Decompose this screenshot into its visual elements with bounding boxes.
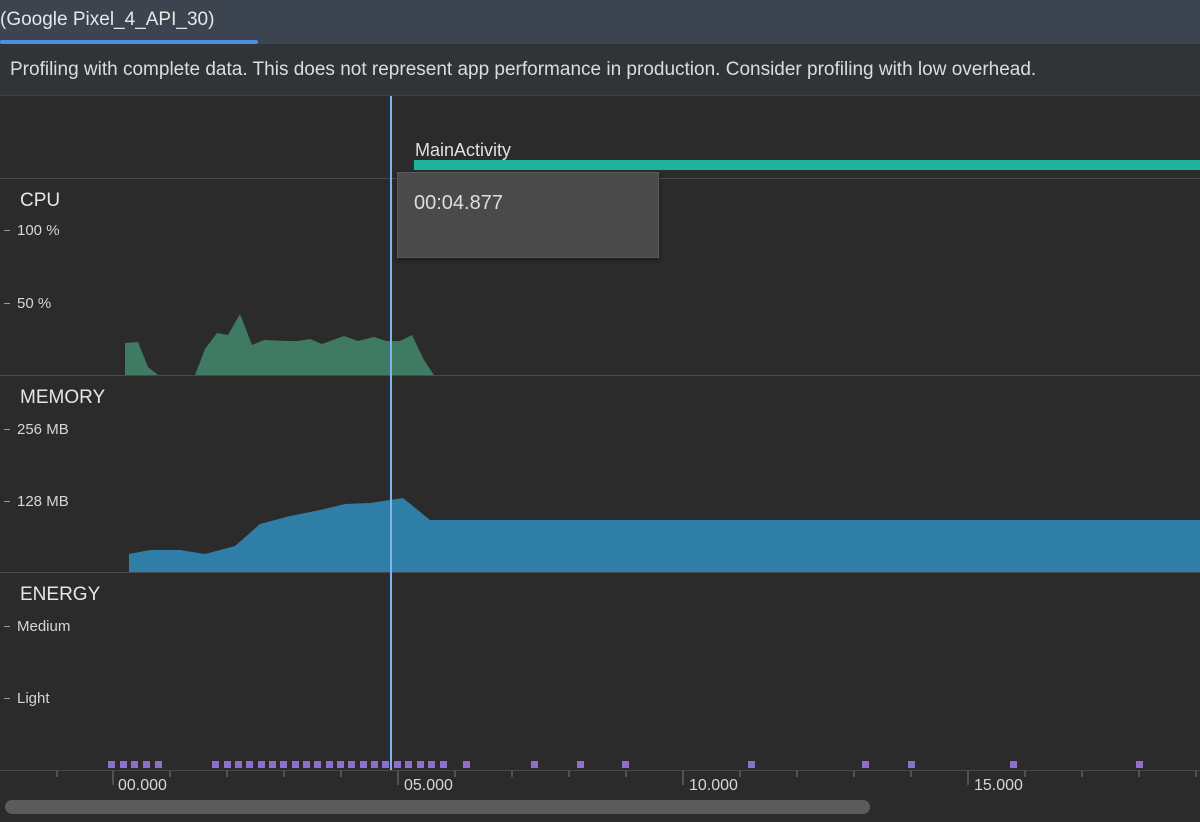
scrollbar-thumb[interactable]: [5, 800, 870, 814]
energy-event-marker: [224, 761, 231, 768]
activity-events-lane: MainActivity: [0, 96, 1200, 178]
energy-event-marker: [382, 761, 389, 768]
device-tab-bar: (Google Pixel_4_API_30): [0, 0, 1200, 44]
energy-event-marker: [348, 761, 355, 768]
energy-event-marker: [269, 761, 276, 768]
energy-event-marker: [235, 761, 242, 768]
cpu-axis-mid-label: 50 %: [17, 295, 52, 312]
axis-tick: [4, 429, 10, 430]
axis-tick: [4, 626, 10, 627]
energy-event-marker: [622, 761, 629, 768]
time-label-0: 00.000: [118, 777, 167, 794]
memory-usage-area: [129, 498, 1200, 572]
energy-event-marker: [531, 761, 538, 768]
axis-tick: [4, 698, 10, 699]
timeline-cursor[interactable]: [390, 96, 392, 770]
separator: [0, 375, 1200, 376]
energy-event-marker: [155, 761, 162, 768]
memory-title: MEMORY: [20, 387, 106, 408]
time-label-15: 15.000: [974, 777, 1023, 794]
memory-axis-max-label: 256 MB: [17, 421, 69, 438]
memory-usage-graph: [129, 498, 1200, 572]
cpu-usage-area: [125, 314, 434, 375]
profiling-mode-banner: Profiling with complete data. This does …: [0, 44, 1200, 96]
energy-event-marker: [1136, 761, 1143, 768]
energy-event-marker: [337, 761, 344, 768]
activity-bar[interactable]: [414, 160, 1200, 170]
energy-event-marker: [440, 761, 447, 768]
tooltip-time: 00:04.877: [414, 192, 503, 214]
device-tab[interactable]: (Google Pixel_4_API_30): [0, 9, 215, 30]
energy-event-marker: [212, 761, 219, 768]
time-label-10: 10.000: [689, 777, 738, 794]
energy-event-marker: [314, 761, 321, 768]
energy-event-marker: [862, 761, 869, 768]
energy-event-marker: [417, 761, 424, 768]
timestamp-tooltip: 00:04.877: [397, 172, 659, 258]
energy-event-marker: [258, 761, 265, 768]
energy-event-marker: [292, 761, 299, 768]
energy-event-marker: [143, 761, 150, 768]
axis-tick: [4, 303, 10, 304]
time-axis: 00.000 05.000 10.000 15.000: [0, 770, 1200, 807]
energy-title: ENERGY: [20, 584, 101, 605]
axis-tick: [4, 230, 10, 231]
energy-event-marker: [748, 761, 755, 768]
separator: [0, 572, 1200, 573]
energy-event-marker: [246, 761, 253, 768]
energy-event-marker: [131, 761, 138, 768]
cpu-axis-max-label: 100 %: [17, 222, 60, 239]
time-axis-ticks: [56, 771, 1197, 785]
banner-message: Profiling with complete data. This does …: [10, 59, 1037, 80]
active-tab-indicator: [0, 40, 258, 44]
energy-event-marker: [428, 761, 435, 768]
energy-axis-light-label: Light: [17, 690, 50, 707]
energy-event-marker: [371, 761, 378, 768]
energy-event-marker: [463, 761, 470, 768]
energy-axis-medium-label: Medium: [17, 618, 71, 635]
energy-event-marker: [908, 761, 915, 768]
energy-event-marker: [394, 761, 401, 768]
memory-axis-mid-label: 128 MB: [17, 493, 69, 510]
cpu-title: CPU: [20, 190, 61, 211]
energy-event-markers: [108, 761, 1143, 768]
energy-event-marker: [405, 761, 412, 768]
energy-event-marker: [280, 761, 287, 768]
time-label-5: 05.000: [404, 777, 453, 794]
energy-event-marker: [108, 761, 115, 768]
energy-event-marker: [303, 761, 310, 768]
axis-tick: [4, 501, 10, 502]
energy-event-marker: [577, 761, 584, 768]
energy-event-marker: [120, 761, 127, 768]
activity-label: MainActivity: [415, 140, 512, 160]
energy-event-marker: [360, 761, 367, 768]
cpu-usage-graph: [125, 314, 434, 375]
energy-event-marker: [326, 761, 333, 768]
energy-event-marker: [1010, 761, 1017, 768]
